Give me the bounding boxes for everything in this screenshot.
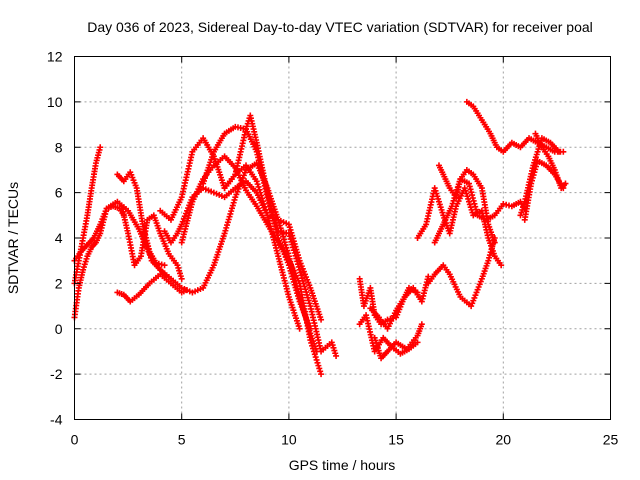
data-point [418, 321, 425, 328]
grid-lines [74, 56, 611, 420]
x-tick-label: 10 [281, 432, 297, 448]
data-point [147, 252, 154, 259]
data-point [556, 148, 563, 155]
data-point [315, 362, 322, 369]
x-tick-label: 0 [71, 432, 79, 448]
data-point [311, 351, 318, 358]
y-axis-label: SDTVAR / TECUs [5, 182, 21, 294]
series-arc-7 [114, 271, 189, 305]
data-point [316, 365, 323, 372]
y-tick-label: 12 [47, 49, 63, 65]
data-point [309, 342, 316, 349]
data-point [254, 181, 261, 188]
data-point [143, 240, 150, 247]
series-arc-23 [517, 135, 563, 219]
data-point [313, 356, 320, 363]
series-arc-18 [431, 176, 528, 246]
series-arc-21 [435, 162, 498, 246]
data-point [253, 178, 260, 185]
data-point [307, 337, 314, 344]
x-tick-label: 25 [603, 432, 619, 448]
data-point [144, 243, 151, 250]
data-point [142, 235, 149, 241]
series-arc-11 [221, 112, 314, 332]
data-point [310, 348, 317, 355]
data-point [318, 316, 325, 323]
data-point [485, 257, 492, 264]
data-point [147, 254, 154, 261]
data-point [308, 339, 315, 346]
data-point [146, 249, 153, 256]
data-point [488, 246, 495, 253]
y-tick-label: 6 [55, 185, 63, 201]
data-point [562, 180, 569, 187]
data-points [71, 98, 569, 378]
x-tick-label: 20 [496, 432, 512, 448]
y-tick-label: 0 [55, 321, 63, 337]
data-point [317, 368, 324, 375]
series-arc-5 [118, 203, 185, 282]
x-axis-label: GPS time / hours [289, 457, 396, 473]
data-point [333, 352, 340, 359]
data-point [307, 325, 314, 332]
series-arc-12 [161, 178, 325, 323]
series-arc-24 [532, 130, 569, 192]
data-point [487, 249, 494, 256]
data-point [178, 275, 185, 282]
axis-ticks: -4 -2 0 2 4 6 8 10 12 0 5 10 15 20 25 [47, 49, 619, 448]
y-tick-label: 10 [47, 94, 63, 110]
x-tick-label: 15 [388, 432, 404, 448]
data-point [318, 371, 325, 378]
data-point [296, 325, 303, 332]
data-point [491, 239, 498, 246]
series-arc-2 [71, 144, 104, 287]
data-point [486, 254, 493, 261]
y-tick-label: -4 [50, 412, 63, 428]
data-point [143, 237, 150, 244]
data-point [414, 339, 421, 346]
data-point [486, 252, 493, 259]
y-tick-label: 4 [55, 230, 63, 246]
data-point [97, 144, 104, 151]
chart-title: Day 036 of 2023, Sidereal Day-to-day VTE… [87, 19, 593, 35]
x-tick-label: 5 [178, 432, 186, 448]
data-point [255, 183, 262, 190]
data-point [310, 345, 317, 352]
data-point [182, 287, 189, 294]
series-arc-15 [371, 321, 425, 362]
y-tick-label: 8 [55, 139, 63, 155]
data-point [489, 243, 496, 250]
series-arc-20 [463, 98, 567, 155]
data-point [314, 359, 321, 366]
y-tick-label: -2 [50, 366, 63, 382]
data-point [498, 262, 505, 269]
y-tick-label: 2 [55, 275, 63, 291]
data-point [145, 246, 152, 253]
series-arc-16 [367, 273, 432, 332]
data-point [312, 354, 319, 361]
series-arc-19 [425, 235, 498, 310]
data-point [161, 262, 168, 269]
